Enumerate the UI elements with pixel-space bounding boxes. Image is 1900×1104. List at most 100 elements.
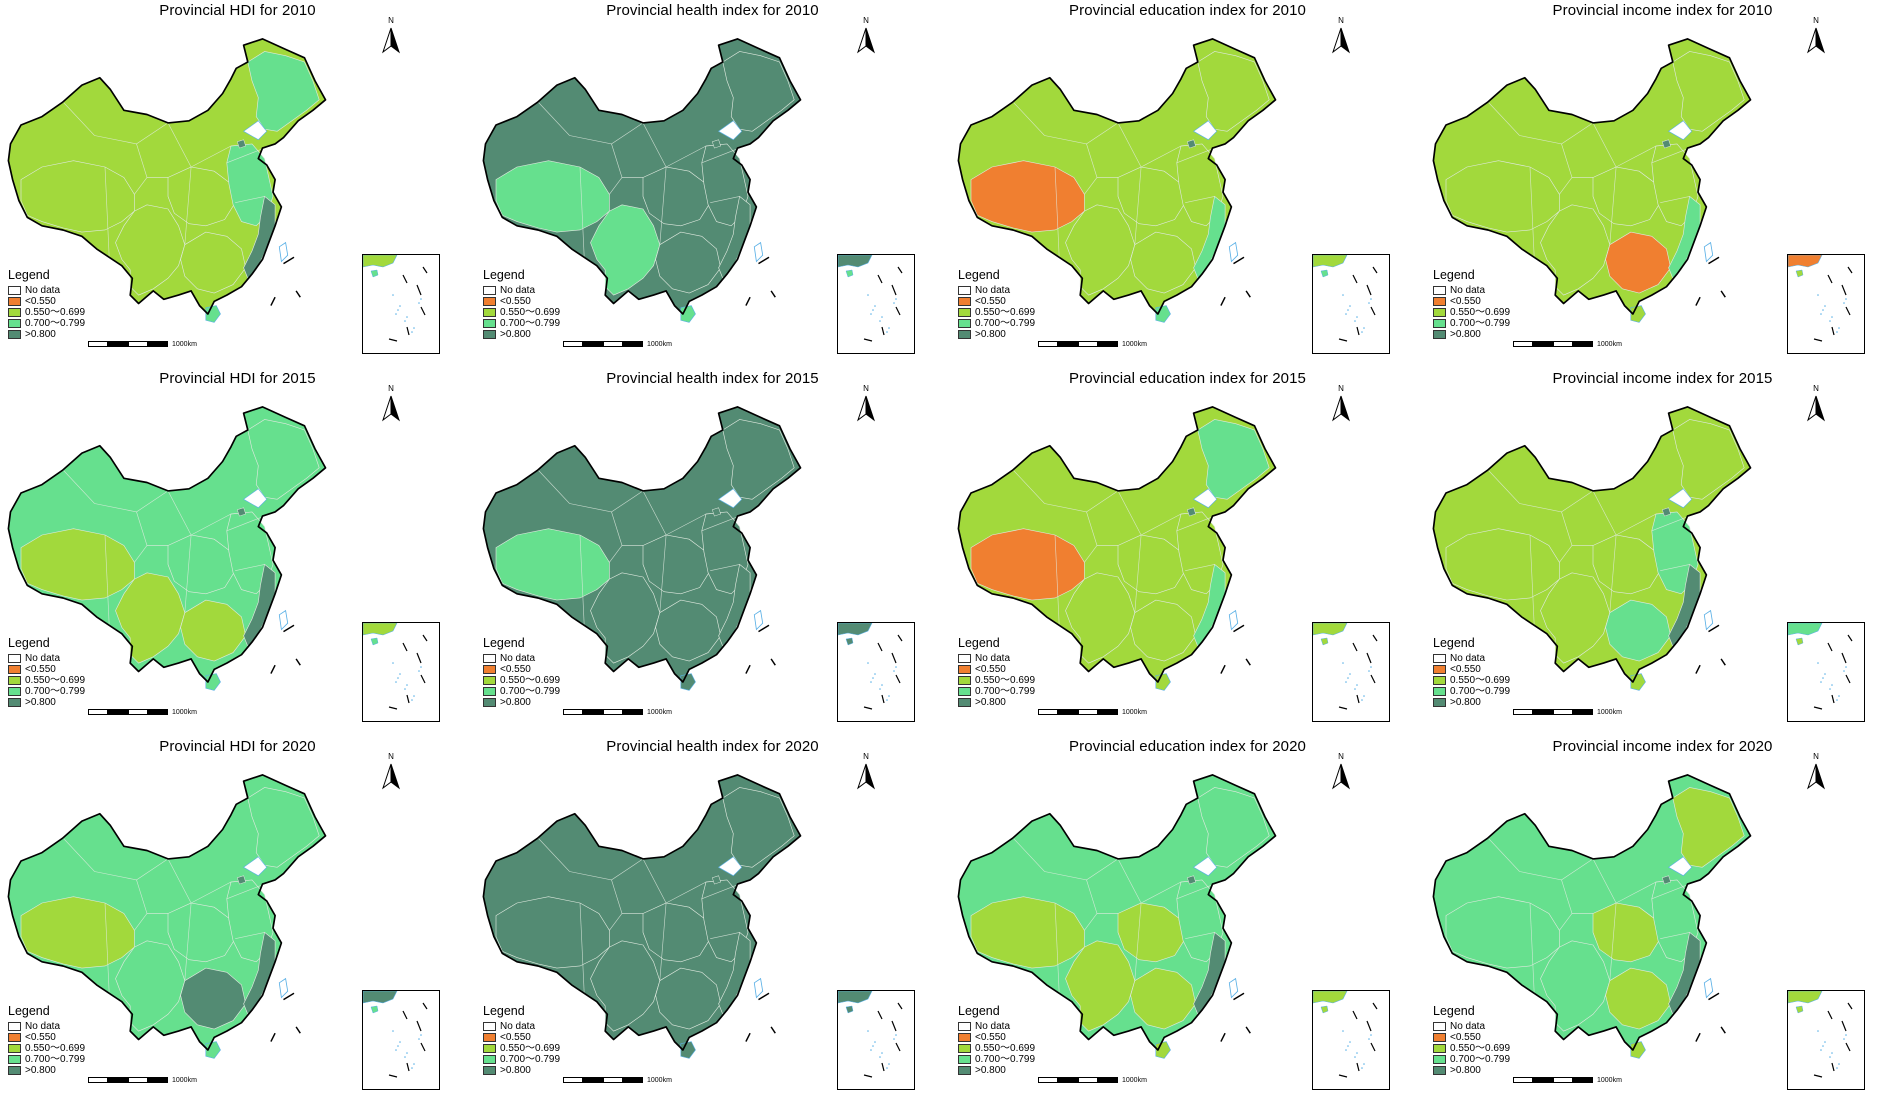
- region-central: [167, 902, 236, 963]
- legend-item: 0.550～0.699: [1433, 1043, 1543, 1054]
- inset-islet: [411, 699, 413, 701]
- province-boundary: [710, 564, 740, 572]
- province-boundary: [184, 902, 192, 981]
- inset-islet: [1370, 666, 1372, 668]
- legend-label: >0.800: [975, 697, 1006, 708]
- province-boundary: [1660, 932, 1690, 940]
- legend-label: >0.800: [1450, 697, 1481, 708]
- province-boundary: [1487, 469, 1594, 513]
- scale-segment: [563, 1077, 583, 1083]
- inset-islet: [872, 309, 874, 311]
- bay-water: [243, 120, 268, 141]
- panel-title: Provincial income index for 2015: [1552, 370, 1773, 387]
- legend-label: 0.550～0.699: [975, 1043, 1036, 1054]
- inset-boundary-dash: [416, 1020, 422, 1032]
- legend-item: 0.550～0.699: [8, 675, 118, 686]
- province-boundary: [1185, 932, 1215, 940]
- legend-label: No data: [500, 653, 536, 664]
- inset-islet: [1342, 662, 1344, 664]
- legend-item: 0.550～0.699: [483, 1043, 593, 1054]
- province-boundary: [710, 932, 740, 940]
- inset-islet: [881, 1052, 883, 1054]
- inset-islet: [1831, 316, 1833, 318]
- inset-islet: [418, 1038, 420, 1040]
- outline-island: [753, 977, 764, 999]
- legend-label: >0.800: [25, 697, 56, 708]
- legend-item: 0.700～0.799: [483, 318, 593, 329]
- north-arrow-icon: [382, 27, 400, 54]
- legend-title: Legend: [1433, 1004, 1475, 1018]
- scale-segment: [603, 1077, 623, 1083]
- scale-segment: [1513, 1077, 1533, 1083]
- inset-boundary-dash: [881, 1062, 885, 1072]
- legend-swatch: [483, 297, 496, 306]
- inset-islet: [886, 699, 888, 701]
- inset-boundary-dash: [1366, 284, 1372, 296]
- maritime-boundary-dash: [770, 1026, 776, 1034]
- scale-label: 1000km: [1122, 708, 1147, 716]
- legend-item: No data: [8, 1021, 118, 1032]
- scale-segment: [1038, 709, 1058, 715]
- scale-bar: 1000km: [1038, 708, 1147, 716]
- outline-island: [753, 609, 764, 631]
- inset-boundary-dash: [1827, 1010, 1833, 1020]
- inset-islet: [867, 294, 869, 296]
- legend: Legend No data <0.550 0.550～0.699 0.700～0.79…: [958, 268, 1068, 340]
- south-china-sea-inset: [837, 622, 915, 722]
- south-china-sea-inset: [1787, 254, 1865, 354]
- scale-label: 1000km: [1597, 708, 1622, 716]
- inset-boundary-dash: [416, 284, 422, 296]
- province-boundary: [1487, 837, 1594, 881]
- scale-segment: [1058, 709, 1078, 715]
- region-northeast: [722, 51, 795, 132]
- inset-boundary-dash: [1352, 274, 1358, 284]
- legend-swatch: [958, 308, 971, 317]
- legend-swatch: [1433, 676, 1446, 685]
- scale-label: 1000km: [1597, 1076, 1622, 1084]
- scale-segment: [148, 709, 168, 715]
- legend-swatch: [483, 1066, 496, 1075]
- maritime-boundary-dash: [283, 992, 295, 1001]
- inset-islet: [1354, 1056, 1356, 1058]
- legend-item: >0.800: [483, 697, 593, 708]
- province-boundary: [1609, 902, 1617, 981]
- maritime-boundary-dash: [1695, 1032, 1701, 1042]
- scale-segment: [88, 1077, 108, 1083]
- legend-label: >0.800: [975, 329, 1006, 340]
- outline-island: [1703, 241, 1714, 263]
- inset-islet: [411, 331, 413, 333]
- region-capital: [236, 507, 247, 517]
- inset-islet: [1836, 1067, 1838, 1069]
- country-border: [1432, 406, 1752, 683]
- north-arrow-icon: [1332, 395, 1350, 422]
- region-south: [180, 231, 247, 294]
- scale-label: 1000km: [172, 1076, 197, 1084]
- inset-islet: [1347, 309, 1349, 311]
- bay-water: [1193, 120, 1218, 141]
- inset-coast: [363, 991, 398, 1004]
- inset-boundary-dash: [1845, 306, 1851, 316]
- inset-boundary-dash: [1352, 642, 1358, 652]
- legend-label: 0.550～0.699: [25, 307, 86, 318]
- region-capital: [1661, 507, 1672, 517]
- inset-map: [363, 255, 428, 342]
- scale-segment: [1533, 341, 1553, 347]
- north-label: N: [863, 384, 869, 393]
- legend-label: >0.800: [500, 1065, 531, 1076]
- south-china-sea-inset: [1787, 990, 1865, 1090]
- legend-title: Legend: [483, 636, 525, 650]
- inset-boundary-dash: [1841, 284, 1847, 296]
- inset-coast: [1313, 255, 1348, 268]
- legend-swatch: [8, 297, 21, 306]
- legend-item: <0.550: [8, 296, 118, 307]
- legend-label: <0.550: [500, 1032, 531, 1043]
- legend-swatch: [958, 1055, 971, 1064]
- legend-label: >0.800: [975, 1065, 1006, 1076]
- north-arrow-icon: [857, 395, 875, 422]
- legend-item: 0.550～0.699: [1433, 307, 1543, 318]
- inset-boundary-dash: [388, 338, 398, 342]
- south-china-sea-inset: [362, 622, 440, 722]
- china-map: [7, 774, 327, 1059]
- scale-segment: [1098, 341, 1118, 347]
- inset-islet: [895, 1034, 897, 1036]
